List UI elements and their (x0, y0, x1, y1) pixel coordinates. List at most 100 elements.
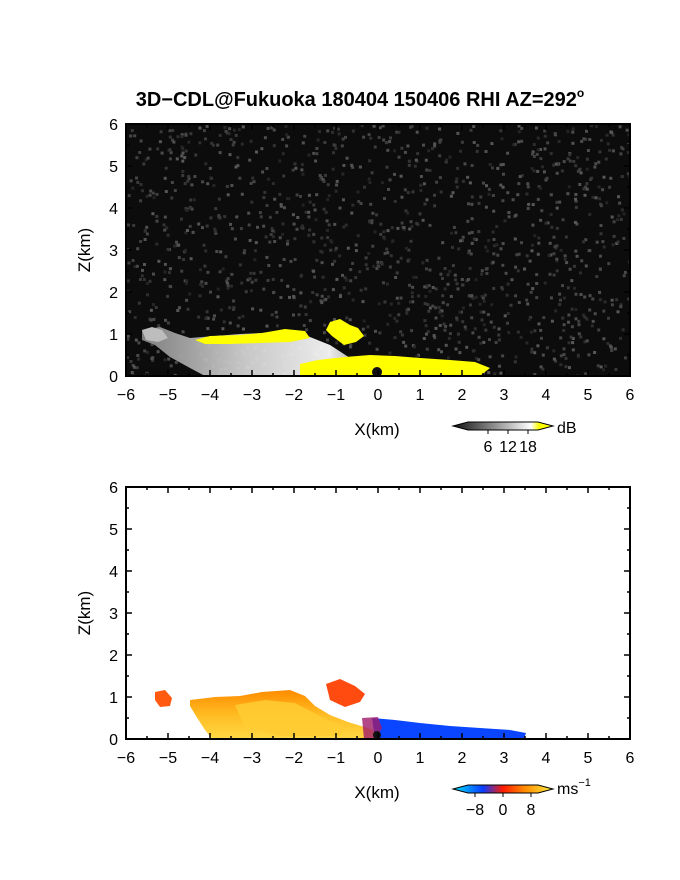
noise-speckle (619, 152, 623, 156)
noise-speckle (389, 302, 393, 306)
noise-speckle (221, 267, 225, 271)
noise-speckle (477, 358, 481, 362)
noise-speckle (368, 159, 372, 163)
noise-speckle (481, 296, 485, 300)
noise-speckle (299, 225, 303, 229)
noise-speckle (574, 199, 578, 203)
velocity-region-elevated-cell (326, 679, 365, 707)
noise-speckle (474, 238, 478, 242)
noise-speckle (402, 340, 406, 344)
noise-speckle (379, 222, 383, 226)
noise-speckle (206, 182, 210, 186)
noise-speckle (562, 296, 566, 300)
noise-speckle (578, 168, 582, 172)
noise-speckle (214, 207, 218, 211)
noise-speckle (198, 126, 202, 130)
noise-speckle (417, 353, 420, 357)
noise-speckle (425, 258, 429, 262)
noise-speckle (275, 324, 279, 328)
noise-speckle (461, 235, 465, 239)
noise-speckle (540, 209, 544, 213)
noise-speckle (414, 158, 418, 162)
noise-speckle (212, 317, 216, 321)
noise-speckle (579, 271, 582, 275)
noise-speckle (386, 322, 390, 326)
noise-speckle (418, 212, 422, 216)
noise-speckle (327, 223, 331, 227)
noise-speckle (566, 286, 570, 290)
noise-speckle (485, 249, 489, 253)
noise-speckle (487, 192, 491, 196)
noise-speckle (472, 141, 476, 144)
noise-speckle (540, 336, 543, 340)
noise-speckle (407, 159, 411, 163)
noise-speckle (482, 299, 486, 303)
noise-speckle (452, 225, 456, 229)
noise-speckle (311, 291, 315, 294)
noise-speckle (602, 175, 606, 179)
noise-speckle (523, 267, 526, 271)
echo-region-elevated-cell (326, 319, 364, 345)
noise-speckle (559, 354, 563, 358)
noise-speckle (141, 189, 144, 193)
noise-speckle (451, 191, 455, 195)
noise-speckle (427, 284, 431, 288)
velocity-y-tick-label: 5 (109, 522, 118, 539)
noise-speckle (567, 185, 571, 189)
noise-speckle (229, 138, 233, 141)
noise-speckle (181, 169, 185, 173)
noise-speckle (482, 340, 486, 344)
noise-speckle (533, 373, 537, 376)
noise-speckle (351, 298, 355, 302)
noise-speckle (351, 203, 355, 207)
noise-speckle (448, 155, 452, 159)
noise-speckle (226, 193, 230, 197)
noise-speckle (537, 185, 541, 188)
noise-speckle (467, 251, 471, 255)
noise-speckle (386, 229, 390, 233)
noise-speckle (495, 225, 499, 229)
noise-speckle (159, 130, 163, 134)
noise-speckle (549, 213, 553, 216)
noise-speckle (467, 202, 470, 206)
noise-speckle (549, 296, 553, 300)
noise-speckle (164, 166, 168, 170)
noise-speckle (295, 227, 299, 231)
noise-speckle (399, 256, 403, 260)
noise-speckle (583, 315, 587, 319)
noise-speckle (349, 279, 353, 283)
noise-speckle (543, 147, 547, 151)
noise-speckle (135, 176, 138, 180)
noise-speckle (273, 240, 277, 243)
noise-speckle (193, 175, 197, 178)
noise-speckle (305, 328, 309, 332)
noise-speckle (482, 323, 486, 327)
noise-speckle (144, 158, 148, 162)
noise-speckle (248, 277, 252, 281)
noise-speckle (307, 193, 311, 197)
noise-speckle (449, 194, 453, 198)
noise-speckle (568, 267, 572, 271)
noise-speckle (467, 294, 471, 298)
noise-speckle (201, 284, 204, 288)
noise-speckle (400, 221, 404, 225)
noise-speckle (126, 356, 129, 359)
noise-speckle (361, 300, 365, 304)
echo-region-ground (300, 355, 490, 376)
noise-speckle (444, 324, 448, 328)
noise-speckle (442, 322, 446, 326)
noise-speckle (344, 135, 347, 139)
reflectivity-colorbar: 6 12 18 dB (451, 420, 577, 456)
velocity-y-tick-label: 1 (109, 690, 118, 707)
noise-speckle (385, 165, 389, 169)
noise-speckle (137, 341, 141, 345)
noise-speckle (247, 211, 251, 215)
noise-speckle (546, 221, 550, 225)
noise-speckle (215, 250, 219, 253)
velocity-radar-site (373, 731, 381, 739)
noise-speckle (231, 143, 235, 147)
noise-speckle (199, 268, 202, 272)
noise-speckle (157, 324, 161, 328)
noise-speckle (431, 147, 434, 151)
noise-speckle (501, 263, 505, 267)
